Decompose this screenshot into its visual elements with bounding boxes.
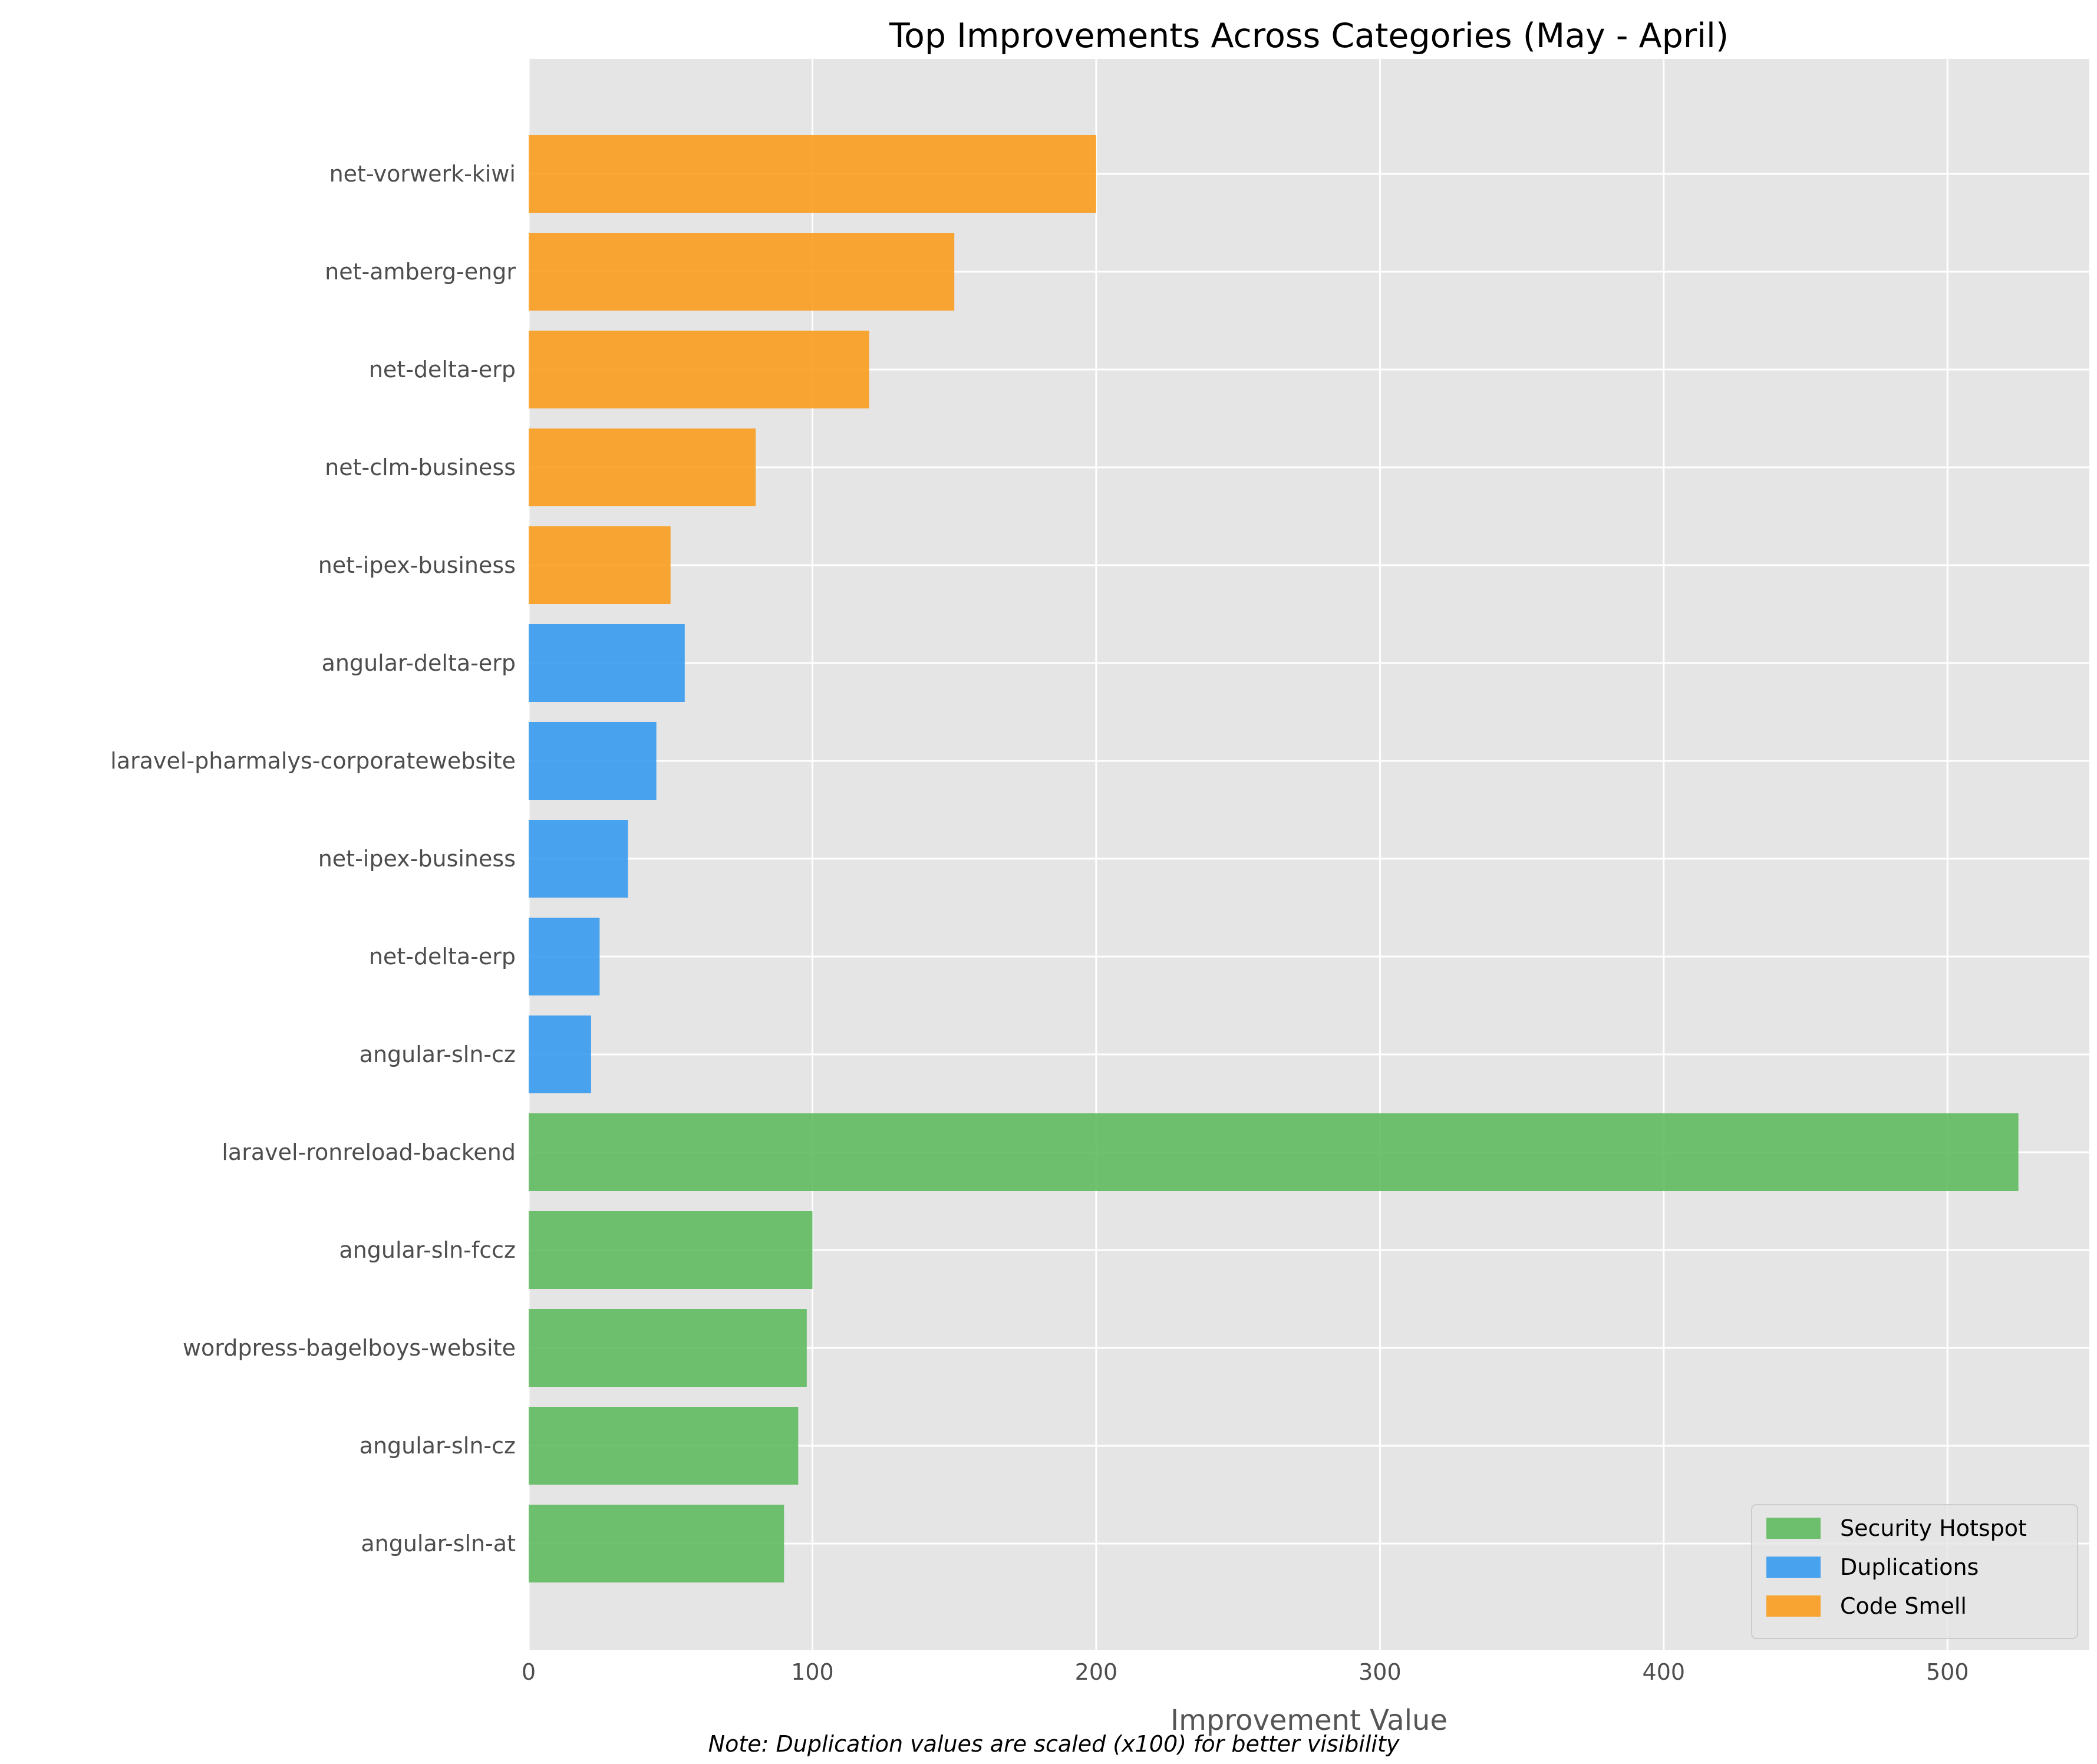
- bar: [529, 1505, 784, 1582]
- x-tick-labels: 0 100 200 300 400 500: [522, 1659, 1969, 1685]
- x-tick-label: 300: [1359, 1659, 1402, 1685]
- x-tick-label: 0: [522, 1659, 536, 1685]
- x-axis-label: Improvement Value: [1171, 1704, 1448, 1737]
- bars: [529, 135, 2019, 1582]
- bar: [529, 722, 657, 800]
- y-tick-label: laravel-ronreload-backend: [222, 1139, 516, 1165]
- chart-title: Top Improvements Across Categories (May …: [889, 17, 1729, 55]
- y-tick-label: angular-delta-erp: [322, 650, 516, 676]
- y-tick-label: net-amberg-engr: [325, 259, 516, 285]
- x-tick-label: 100: [791, 1659, 834, 1685]
- bar: [529, 526, 671, 604]
- bar: [529, 820, 628, 898]
- legend-label: Security Hotspot: [1840, 1515, 2027, 1541]
- legend-swatch: [1766, 1595, 1821, 1617]
- footnote: Note: Duplication values are scaled (x10…: [708, 1731, 1400, 1757]
- x-tick-label: 500: [1926, 1659, 1969, 1685]
- y-tick-label: angular-sln-at: [361, 1531, 516, 1557]
- y-tick-label: net-ipex-business: [318, 846, 516, 872]
- bar: [529, 918, 600, 995]
- bar: [529, 1211, 813, 1289]
- bar: [529, 233, 955, 311]
- bar: [529, 624, 685, 702]
- bar: [529, 428, 756, 506]
- y-tick-label: angular-sln-fccz: [339, 1237, 516, 1263]
- legend-box: [1751, 1504, 2078, 1639]
- y-tick-label: angular-sln-cz: [360, 1433, 516, 1459]
- y-tick-label: net-ipex-business: [318, 552, 516, 578]
- legend-swatch: [1766, 1557, 1821, 1578]
- legend-swatch: [1766, 1518, 1821, 1539]
- y-tick-label: angular-sln-cz: [360, 1041, 516, 1067]
- bar: [529, 1309, 807, 1387]
- y-tick-label: net-delta-erp: [369, 357, 516, 383]
- bar: [529, 331, 869, 408]
- y-tick-labels: net-vorwerk-kiwi net-amberg-engr net-delta…: [110, 161, 516, 1557]
- x-tick-label: 400: [1643, 1659, 1686, 1685]
- x-tick-label: 200: [1075, 1659, 1118, 1685]
- legend-label: Code Smell: [1840, 1593, 1967, 1619]
- y-tick-label: wordpress-bagelboys-website: [183, 1335, 516, 1361]
- y-tick-label: net-delta-erp: [369, 944, 516, 970]
- y-tick-label: net-vorwerk-kiwi: [329, 161, 516, 187]
- bar: [529, 1407, 799, 1485]
- bar: [529, 135, 1096, 213]
- legend: Security Hotspot Duplications Code Smell: [1751, 1504, 2078, 1639]
- bar: [529, 1113, 2019, 1191]
- bar: [529, 1015, 591, 1093]
- y-tick-label: net-clm-business: [325, 454, 516, 480]
- legend-label: Duplications: [1840, 1554, 1979, 1580]
- y-tick-label: laravel-pharmalys-corporatewebsite: [110, 748, 516, 774]
